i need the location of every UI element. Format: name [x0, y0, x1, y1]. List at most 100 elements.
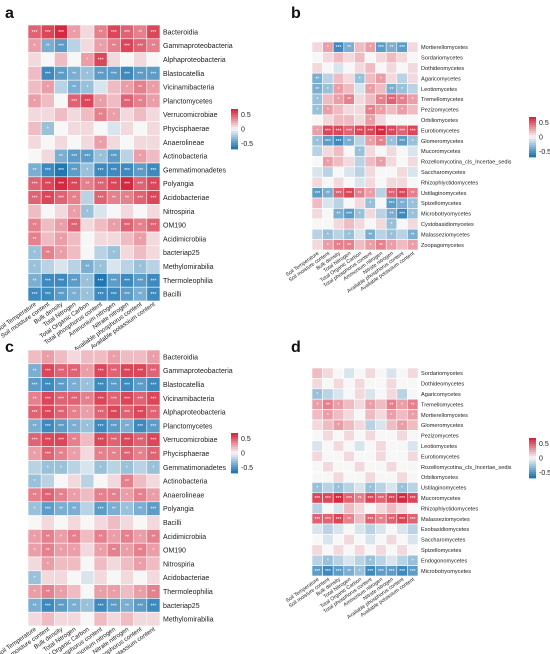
significance-mark: *	[34, 590, 36, 596]
significance-mark: **	[33, 369, 37, 375]
heatmap-cell	[106, 231, 121, 247]
significance-mark: **	[72, 424, 76, 430]
heatmap-cell	[311, 471, 323, 483]
heatmap-cell	[354, 534, 366, 546]
row-label: Blastocatellia	[163, 382, 204, 389]
significance-mark: **	[72, 534, 76, 540]
significance-mark: ***	[367, 128, 373, 134]
heatmap-cell	[80, 556, 95, 572]
heatmap-cell	[354, 419, 366, 431]
legend-tick-label: 0	[539, 135, 543, 142]
legend-swatch	[231, 451, 238, 454]
heatmap-cell	[311, 166, 323, 178]
heatmap-cell	[343, 166, 355, 178]
heatmap-cell	[311, 52, 323, 64]
heatmap-cell	[311, 461, 323, 473]
legend-swatch	[529, 119, 536, 122]
significance-mark: ***	[367, 569, 373, 575]
legend-swatch	[231, 455, 238, 458]
legend-swatch	[529, 476, 536, 479]
legend-swatch	[231, 113, 238, 116]
legend-swatch	[529, 460, 536, 463]
significance-mark: ***	[150, 196, 156, 202]
significance-mark: ***	[336, 128, 342, 134]
heatmap-cell	[375, 409, 387, 421]
significance-mark: ***	[58, 30, 64, 36]
significance-mark: ***	[111, 369, 117, 375]
row-label: Phycisphaerae	[163, 451, 209, 458]
legend-swatch	[231, 463, 238, 466]
significance-mark: *	[369, 118, 371, 124]
row-label: Anaerolineae	[163, 492, 204, 499]
significance-mark: **	[125, 603, 129, 609]
heatmap-cell	[407, 419, 419, 431]
significance-mark: *	[100, 44, 102, 50]
significance-mark: *	[100, 548, 102, 554]
heatmap-cell	[407, 450, 419, 462]
significance-mark: ***	[399, 45, 405, 51]
heatmap-cell	[67, 473, 82, 489]
heatmap-cell	[343, 176, 355, 188]
significance-mark: *	[412, 243, 414, 249]
significance-mark: ***	[389, 191, 395, 197]
heatmap-cell	[146, 231, 161, 247]
heatmap-cell	[146, 135, 161, 150]
significance-mark: *	[327, 160, 329, 166]
significance-mark: ***	[346, 212, 352, 218]
significance-mark: *	[338, 402, 340, 408]
heatmap-cell	[80, 473, 95, 489]
significance-mark: ***	[45, 603, 51, 609]
heatmap-cell	[311, 544, 323, 556]
heatmap-cell	[343, 482, 355, 494]
heatmap-cell	[354, 440, 366, 452]
legend-swatch	[529, 438, 536, 441]
row-label: bacteriap25	[163, 250, 200, 257]
heatmap-cell	[146, 259, 161, 274]
heatmap-cell	[106, 93, 121, 109]
heatmap-cell	[146, 52, 161, 67]
significance-mark: ***	[98, 424, 104, 430]
heatmap-cell	[67, 460, 82, 475]
significance-mark: *	[139, 265, 141, 271]
significance-mark: **	[347, 139, 351, 145]
heatmap-cell	[396, 430, 408, 442]
significance-mark: *	[100, 590, 102, 596]
legend-swatch	[529, 135, 536, 138]
significance-mark: ***	[150, 168, 156, 174]
row-label: Gemmatimonadetes	[163, 167, 227, 174]
heatmap-cell	[396, 461, 408, 473]
significance-mark: ***	[150, 396, 156, 402]
heatmap-cell	[332, 228, 345, 240]
legend-swatch	[231, 109, 238, 112]
row-label: Thermoleophilia	[163, 589, 213, 596]
significance-mark: ***	[45, 278, 51, 284]
row-label: Thermoleophilia	[163, 278, 213, 285]
heatmap-cell	[396, 502, 408, 514]
legend-tick-label: 0.5	[539, 120, 549, 127]
significance-mark: *	[86, 58, 88, 64]
heatmap-cell	[106, 204, 121, 219]
legend-swatch	[231, 441, 238, 444]
heatmap-cell	[80, 24, 95, 40]
heatmap-cell	[396, 72, 408, 84]
significance-mark: ***	[150, 223, 156, 229]
legend-swatch	[231, 133, 238, 136]
heatmap-cell	[67, 259, 82, 274]
legend-swatch	[231, 445, 238, 448]
significance-mark: ***	[399, 212, 405, 218]
significance-mark: *	[86, 603, 88, 609]
row-label: Eurotiomycetes	[421, 128, 460, 134]
significance-mark: ***	[124, 182, 130, 188]
heatmap-cell	[54, 204, 68, 219]
heatmap-cell	[133, 52, 148, 67]
heatmap-cell	[364, 544, 376, 556]
significance-mark: ***	[58, 182, 64, 188]
significance-mark: ***	[71, 99, 77, 105]
heatmap-cell	[27, 204, 42, 219]
heatmap-cell	[343, 388, 355, 400]
significance-mark: ***	[389, 496, 395, 502]
significance-mark: ***	[58, 438, 64, 444]
heatmap-cell	[343, 419, 355, 431]
significance-mark: *	[412, 201, 414, 207]
heatmap-cell	[407, 502, 419, 514]
